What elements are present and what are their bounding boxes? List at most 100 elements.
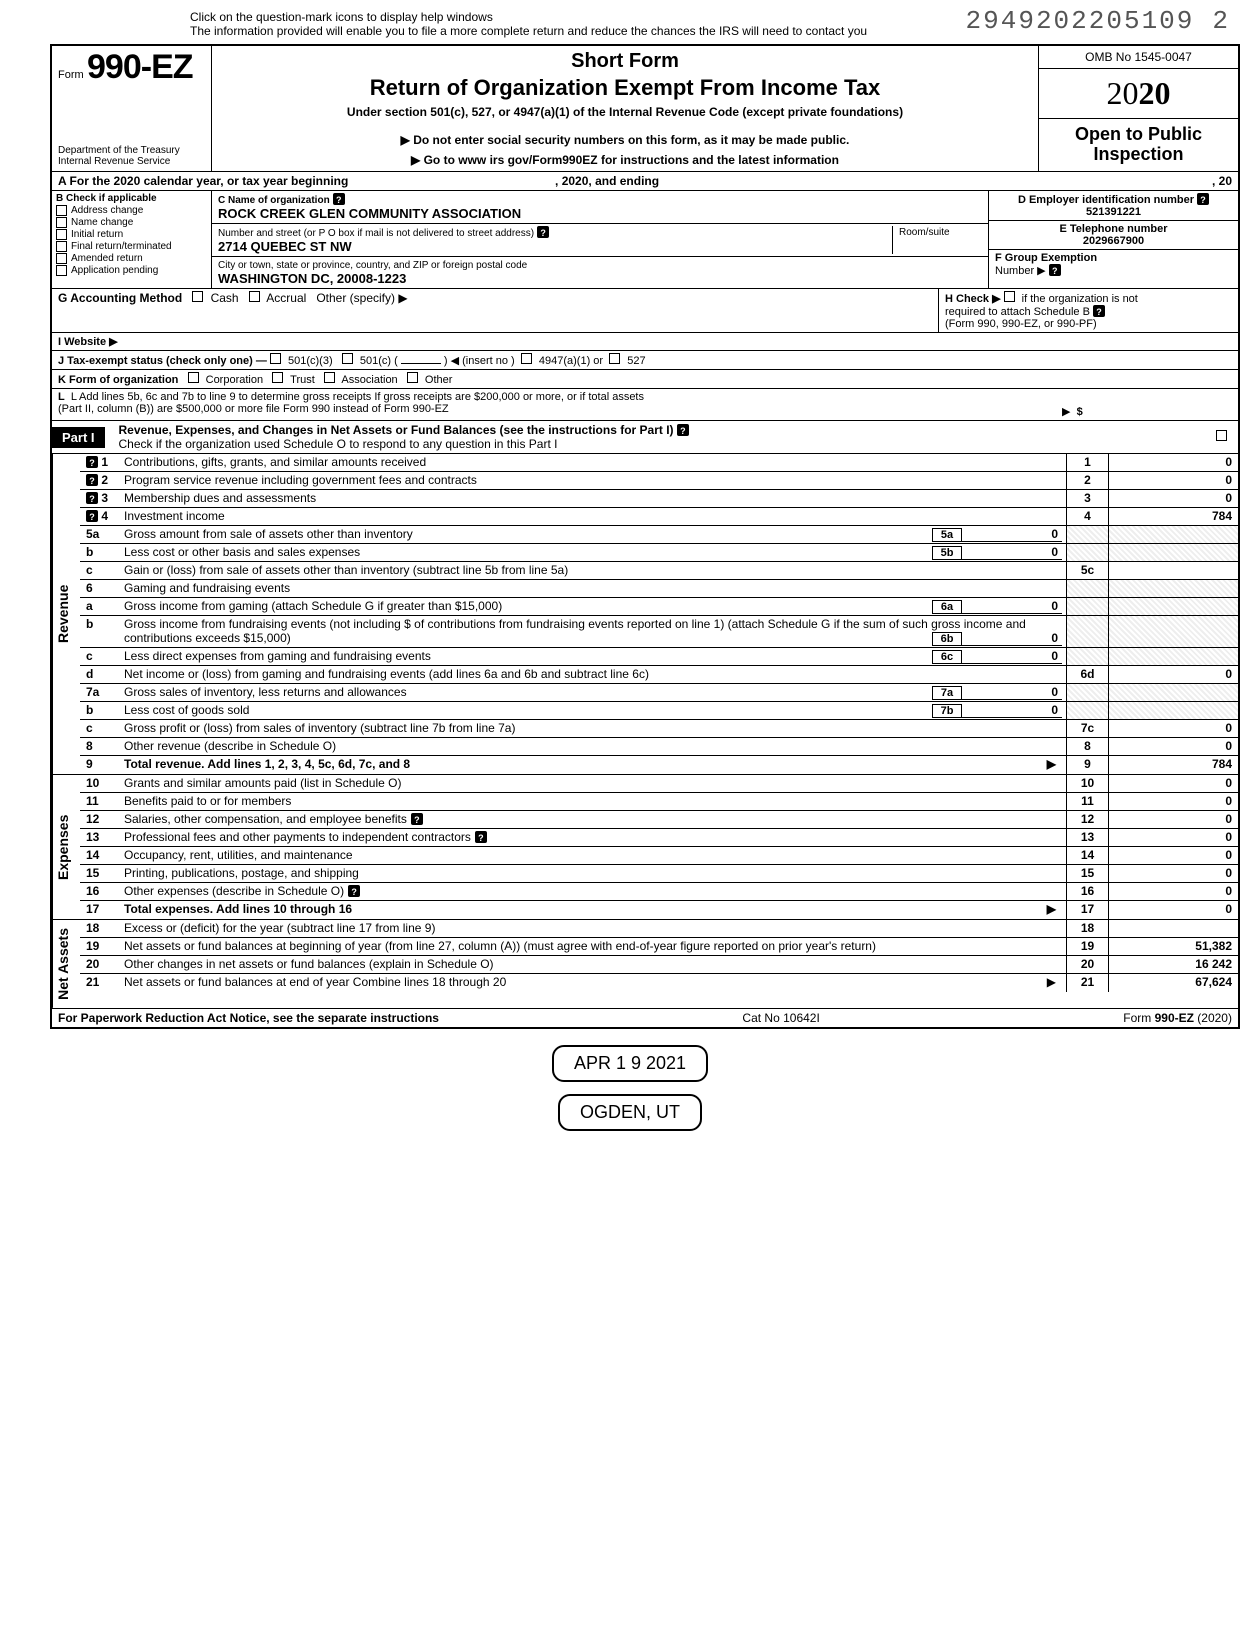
checkbox-icon [56,265,67,276]
help-icon[interactable]: ? [537,226,549,238]
line-row: 10Grants and similar amounts paid (list … [80,775,1238,793]
chk-final-return[interactable]: Final return/terminated [56,241,207,252]
help-icon[interactable]: ? [86,474,98,486]
line-number: 9 [80,756,120,774]
d-label: D Employer identification number [1018,194,1194,206]
h-check: H Check ▶ if the organization is not req… [938,289,1238,332]
footer-mid: Cat No 10642I [742,1011,819,1025]
h-text2: required to attach Schedule B [945,306,1090,318]
chk-label: Final return/terminated [71,241,172,252]
chk-initial-return[interactable]: Initial return [56,229,207,240]
checkbox-icon[interactable] [192,291,203,302]
checkbox-icon[interactable] [521,353,532,364]
row-k-org-form: K Form of organization Corporation Trust… [52,370,1238,389]
chk-amended-return[interactable]: Amended return [56,253,207,264]
j-4947: 4947(a)(1) or [539,355,603,367]
line-row: cGain or (loss) from sale of assets othe… [80,562,1238,580]
revenue-side-label: Revenue [52,454,80,774]
col-def: D Employer identification number ? 52139… [988,191,1238,288]
checkbox-icon[interactable] [609,353,620,364]
checkbox-icon[interactable] [342,353,353,364]
chk-application-pending[interactable]: Application pending [56,265,207,276]
received-stamps: APR 1 9 2021 OGDEN, UT [10,1039,1250,1159]
help-icon[interactable]: ? [677,424,689,436]
checkbox-icon[interactable] [407,372,418,383]
checkbox-icon[interactable] [188,372,199,383]
checkbox-icon[interactable] [1216,430,1227,441]
dept-line2: Internal Revenue Service [58,156,205,167]
k-trust: Trust [290,374,315,386]
line-box: 20 [1066,956,1108,973]
line-desc: Excess or (deficit) for the year (subtra… [120,920,1066,937]
k-other: Other [425,374,453,386]
revenue-zone: Revenue ? 1Contributions, gifts, grants,… [52,454,1238,775]
expenses-lines: 10Grants and similar amounts paid (list … [80,775,1238,919]
stamp-number-suffix: 2 [1212,6,1230,36]
chk-address-change[interactable]: Address change [56,205,207,216]
help-icon[interactable]: ? [475,831,487,843]
open-line1: Open to Public [1045,125,1232,145]
line-desc: Other revenue (describe in Schedule O) [120,738,1066,755]
line-number: 8 [80,738,120,755]
form-header: Form 990-EZ Department of the Treasury I… [52,46,1238,172]
revenue-lines: ? 1Contributions, gifts, grants, and sim… [80,454,1238,774]
line-amount: 0 [1108,490,1238,507]
line-desc: Net assets or fund balances at end of ye… [120,974,1066,992]
header-middle: Short Form Return of Organization Exempt… [212,46,1038,171]
line-amount [1108,580,1238,597]
line-amount: 0 [1108,847,1238,864]
footer-right: Form 990-EZ (2020) [1123,1011,1232,1025]
line-amount: 0 [1108,454,1238,471]
inline-line-box: 7a [932,686,962,700]
line-desc: Occupancy, rent, utilities, and maintena… [120,847,1066,864]
chk-name-change[interactable]: Name change [56,217,207,228]
line-amount: 67,624 [1108,974,1238,992]
chk-label: Name change [71,217,133,228]
line-amount: 0 [1108,793,1238,810]
help-icon[interactable]: ? [1093,305,1105,317]
help-icon[interactable]: ? [86,492,98,504]
ssn-warning: ▶ Do not enter social security numbers o… [222,133,1028,147]
line-desc: Gross amount from sale of assets other t… [120,526,1066,543]
line-number: 19 [80,938,120,955]
line-row: bLess cost of goods sold7b0 [80,702,1238,720]
line-number: 21 [80,974,120,992]
line-desc: Professional fees and other payments to … [120,829,1066,846]
help-icon[interactable]: ? [333,193,345,205]
help-icon[interactable]: ? [1049,264,1061,276]
line-row: 19Net assets or fund balances at beginni… [80,938,1238,956]
checkbox-icon[interactable] [272,372,283,383]
l-text1: L Add lines 5b, 6c and 7b to line 9 to d… [71,391,644,403]
form-prefix: Form [58,69,84,81]
inline-line-box: 5b [932,546,962,560]
help-icon[interactable]: ? [1197,193,1209,205]
help-icon[interactable]: ? [86,456,98,468]
line-number: d [80,666,120,683]
checkbox-icon[interactable] [270,353,281,364]
line-number: ? 2 [80,472,120,489]
line-number: b [80,702,120,719]
line-a-text2: , 2020, and ending [555,174,659,188]
inline-line-amount: 0 [962,545,1062,560]
inline-line-amount: 0 [962,527,1062,542]
inline-line-amount: 0 [962,703,1062,718]
line-desc: Gross profit or (loss) from sales of inv… [120,720,1066,737]
part1-title: Revenue, Expenses, and Changes in Net As… [115,421,1208,453]
line-amount [1108,616,1238,647]
e-phone-value: 2029667900 [1083,235,1144,247]
line-a-left: A For the 2020 calendar year, or tax yea… [52,172,1038,190]
checkbox-icon[interactable] [249,291,260,302]
checkbox-icon[interactable] [1004,291,1015,302]
help-icon[interactable]: ? [411,813,423,825]
line-amount: 0 [1108,829,1238,846]
line-box: 6d [1066,666,1108,683]
line-number: 12 [80,811,120,828]
line-box: 2 [1066,472,1108,489]
line-number: 13 [80,829,120,846]
line-box: 4 [1066,508,1108,525]
help-icon[interactable]: ? [86,510,98,522]
line-box [1066,616,1108,647]
checkbox-icon[interactable] [324,372,335,383]
help-icon[interactable]: ? [348,885,360,897]
scanned-stamp-side: SCANNED APR 1 1 2022 [0,1000,3,1267]
